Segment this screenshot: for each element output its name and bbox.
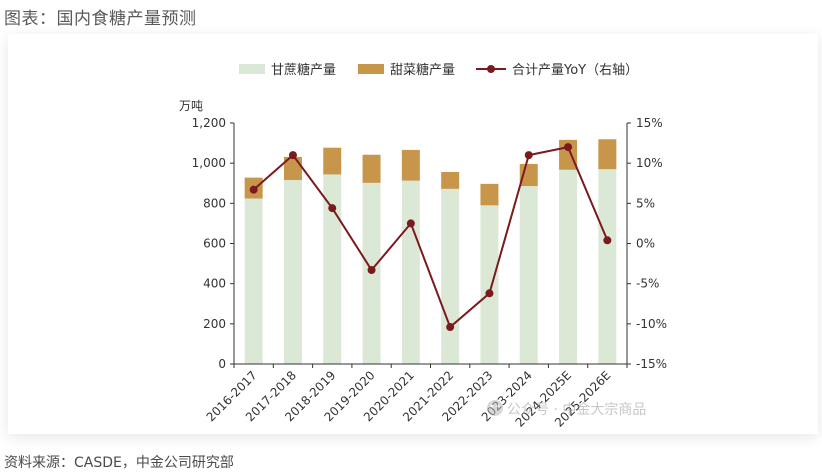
left-tick-label-200: 200 (203, 317, 226, 331)
sugar-production-chart: 甘蔗糖产量 甜菜糖产量 合计产量YoY（右轴） 万吨 0 200 400 600 800… (179, 62, 667, 430)
bar-cane-2020-2021 (401, 180, 420, 364)
bar-beet-2025-2026E (598, 139, 617, 170)
legend-label-yoy: 合计产量YoY（右轴） (512, 63, 638, 78)
bar-cane-2016-2017 (244, 198, 263, 364)
bar-beet-2020-2021 (401, 149, 420, 181)
left-tick-label-1200: 1,200 (192, 116, 226, 130)
legend-label-beet: 甜菜糖产量 (390, 62, 455, 78)
right-tick-label-10: 10% (636, 156, 663, 170)
right-tick-label--15: -15% (636, 357, 667, 371)
yoy-point-2018-2019 (328, 204, 337, 213)
yoy-point-2024-2025E (564, 143, 573, 152)
right-tick-label--10: -10% (636, 317, 667, 331)
yoy-point-2020-2021 (406, 219, 415, 228)
left-tick-label-400: 400 (203, 277, 226, 291)
yoy-point-2022-2023 (485, 289, 494, 298)
bar-cane-2025-2026E (598, 169, 617, 364)
left-axis-unit-label: 万吨 (179, 99, 203, 113)
bar-cane-2022-2023 (480, 205, 499, 364)
chart-caption-source: 资料来源：CASDE，中金公司研究部 (4, 455, 234, 471)
left-tick-label-600: 600 (203, 237, 226, 251)
watermark: 公众号 · 中金大宗商品 (487, 400, 646, 418)
right-tick-label-5: 5% (636, 196, 655, 210)
yoy-point-2025-2026E (603, 236, 612, 245)
legend-label-cane: 甘蔗糖产量 (271, 62, 336, 78)
wechat-icon-eye-left (490, 404, 494, 408)
bar-beet-2021-2022 (441, 172, 460, 189)
bar-cane-2017-2018 (283, 180, 302, 364)
legend-swatch-beet (358, 64, 384, 74)
right-tick-label-0: 0% (636, 237, 655, 251)
watermark-text: 公众号 · 中金大宗商品 (507, 402, 646, 418)
yoy-point-2023-2024 (524, 151, 533, 160)
bar-cane-2024-2025E (559, 169, 578, 364)
left-tick-label-1000: 1,000 (192, 156, 226, 170)
bar-beet-2018-2019 (323, 147, 342, 175)
right-tick-label--5: -5% (636, 277, 659, 291)
bar-beet-2022-2023 (480, 183, 499, 206)
right-tick-label-15: 15% (636, 116, 663, 130)
plot-area: 0 200 400 600 800 1,000 1,200 -15% -10% -5% 0% 5% 10… (192, 116, 667, 430)
yoy-point-2019-2020 (367, 266, 376, 275)
chart-card: 甘蔗糖产量 甜菜糖产量 合计产量YoY（右轴） 万吨 0 200 400 600 800… (8, 34, 818, 434)
left-tick-label-0: 0 (218, 357, 226, 371)
wechat-icon-eye-right (496, 404, 500, 408)
chart-legend: 甘蔗糖产量 甜菜糖产量 合计产量YoY（右轴） (239, 62, 638, 78)
left-tick-label-800: 800 (203, 196, 226, 210)
bar-beet-2019-2020 (362, 154, 381, 183)
legend-swatch-cane (239, 64, 265, 74)
bar-cane-2023-2024 (519, 186, 538, 364)
yoy-point-2016-2017 (249, 185, 258, 194)
legend-swatch-yoy-dot (487, 65, 495, 73)
yoy-point-2021-2022 (446, 323, 455, 332)
wechat-icon (487, 400, 503, 416)
bar-cane-2018-2019 (323, 174, 342, 364)
yoy-point-2017-2018 (288, 151, 297, 160)
chart-caption-title: 图表：国内食糖产量预测 (4, 9, 197, 29)
yoy-line (252, 145, 609, 329)
bar-cane-2021-2022 (441, 188, 460, 364)
